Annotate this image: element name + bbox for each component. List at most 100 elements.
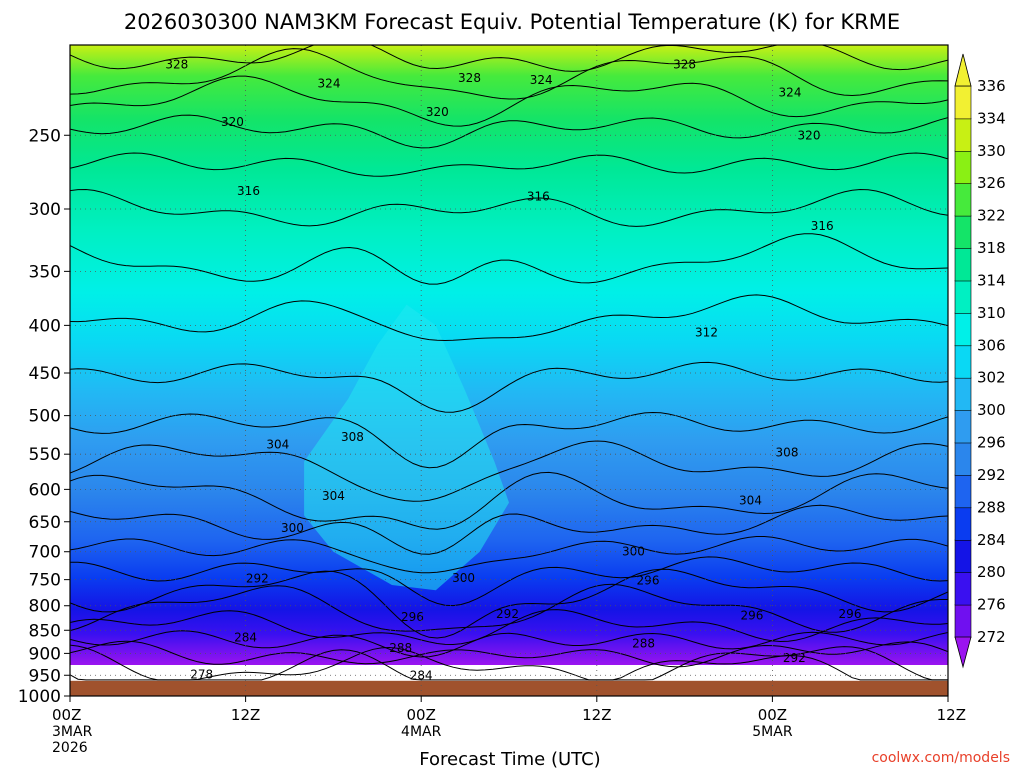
colorbar-label: 288 xyxy=(977,498,1006,516)
contour-label: 296 xyxy=(839,607,862,621)
colorbar-swatch xyxy=(954,312,972,347)
contour-line xyxy=(70,233,948,285)
colorbar-label: 306 xyxy=(977,336,1006,354)
colorbar-label: 302 xyxy=(977,369,1006,387)
colorbar-swatch xyxy=(954,409,972,444)
y-axis: 250 300 350 400 450 500 550 600 650 700 750 800 850 9… xyxy=(18,126,70,707)
y-tick-label: 700 xyxy=(29,543,61,563)
contour-line xyxy=(70,114,948,149)
y-tick-label: 600 xyxy=(29,480,61,500)
y-tick-label: 350 xyxy=(29,262,61,282)
colorbar-label: 284 xyxy=(977,531,1006,549)
colorbar-swatch xyxy=(954,344,972,379)
contour-labels: 328 324 328 324 328 324 320 320 320 316 316 316 312 3… xyxy=(165,58,861,683)
colorbar-swatch xyxy=(954,474,972,509)
colorbar-swatch xyxy=(954,85,972,120)
contour-label: 296 xyxy=(401,610,424,624)
colorbar-high-triangle xyxy=(954,53,972,87)
x-tick-label: 00Z xyxy=(407,706,436,724)
contour-label: 324 xyxy=(318,77,341,91)
credit-text: coolwx.com/models xyxy=(872,750,1010,766)
contour-line xyxy=(70,649,948,681)
contour-label: 328 xyxy=(673,58,696,72)
colorbar-label: 296 xyxy=(977,434,1006,452)
contour-label: 312 xyxy=(695,325,718,339)
contour-line xyxy=(70,45,948,72)
colorbar-label: 300 xyxy=(977,401,1006,419)
y-tick-label: 1000 xyxy=(18,687,61,707)
contour-line xyxy=(70,644,948,681)
ground-below-surface xyxy=(70,680,948,696)
colorbar-swatch xyxy=(954,604,972,638)
colorbar-label: 272 xyxy=(977,628,1006,646)
colorbar-low-triangle xyxy=(954,636,972,669)
contour-line xyxy=(70,294,948,342)
contour-label: 316 xyxy=(527,190,550,204)
contour-label: 296 xyxy=(637,574,660,588)
colorbar-swatch xyxy=(954,118,972,152)
contour-label: 292 xyxy=(246,572,269,586)
colorbar-swatch xyxy=(954,442,972,476)
contour-label: 320 xyxy=(426,105,449,119)
y-tick-label: 300 xyxy=(29,200,61,220)
colorbar-swatch xyxy=(954,150,972,185)
x-tick-label: 12Z xyxy=(937,706,966,724)
contour-line xyxy=(70,48,948,100)
contour-label: 288 xyxy=(632,636,655,650)
colorbar-label: 314 xyxy=(977,272,1006,290)
colorbar-label: 292 xyxy=(977,466,1006,484)
contour-line xyxy=(70,504,948,555)
contour-label: 278 xyxy=(190,667,213,681)
theta-e-field xyxy=(70,45,948,665)
y-tick-label: 250 xyxy=(29,126,61,146)
contour-line xyxy=(70,75,948,127)
contour-label: 304 xyxy=(739,494,762,508)
contour-label: 324 xyxy=(779,86,802,100)
contour-label: 292 xyxy=(783,651,806,665)
x-tick-label: 00Z xyxy=(758,706,787,724)
x-tick-date: 4MAR xyxy=(401,724,442,740)
contour-line xyxy=(70,640,948,668)
colorbar-label: 334 xyxy=(977,109,1006,127)
contour-label: 324 xyxy=(530,73,553,87)
colorbar-swatch xyxy=(954,377,972,411)
x-tick-year: 2026 xyxy=(52,740,88,756)
grid-lines xyxy=(70,45,948,696)
y-tick-label: 800 xyxy=(29,597,61,617)
contour-line xyxy=(70,411,948,469)
contour-label: 308 xyxy=(341,430,364,444)
colorbar-swatch xyxy=(954,247,972,282)
contour-label: 316 xyxy=(811,219,834,233)
x-tick-label: 00Z xyxy=(52,706,81,724)
x-tick-label: 12Z xyxy=(231,706,260,724)
x-axis-label: Forecast Time (UTC) xyxy=(419,749,600,768)
contour-label: 320 xyxy=(798,128,821,142)
contour-label: 300 xyxy=(281,521,304,535)
contour-label: 296 xyxy=(740,609,763,623)
contour-line xyxy=(70,471,948,530)
x-tick-date: 5MAR xyxy=(752,724,793,740)
contour-line xyxy=(70,361,948,413)
y-tick-label: 500 xyxy=(29,407,61,427)
colorbar-swatch xyxy=(954,507,972,541)
contour-label: 288 xyxy=(389,641,412,655)
colorbar-swatch xyxy=(954,539,972,573)
contour-label: 292 xyxy=(496,607,519,621)
contour-label: 284 xyxy=(234,630,257,644)
contour-label: 328 xyxy=(165,58,188,72)
y-tick-label: 650 xyxy=(29,513,61,533)
moisture-plumes xyxy=(304,304,509,591)
contour-lines xyxy=(70,45,948,681)
contour-label: 304 xyxy=(266,438,289,452)
y-tick-label: 950 xyxy=(29,666,61,686)
colorbar-label: 330 xyxy=(977,142,1006,160)
contour-line xyxy=(70,152,948,177)
colorbar-swatch xyxy=(954,571,972,606)
plot-border xyxy=(69,44,949,697)
colorbar-swatch xyxy=(954,182,972,217)
moist-plume xyxy=(304,304,509,591)
x-tick-date: 3MAR xyxy=(52,724,93,740)
contour-line xyxy=(70,536,948,574)
colorbar-label: 276 xyxy=(977,596,1006,614)
